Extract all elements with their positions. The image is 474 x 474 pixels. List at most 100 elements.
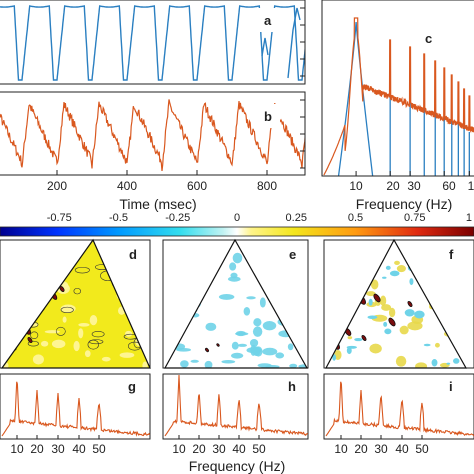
triE-blob <box>249 339 259 347</box>
triD-contour <box>55 326 66 336</box>
panel-b: b 200 400 600 800 Time (msec) <box>0 91 306 212</box>
panel-g-xtick-10: 10 <box>10 442 24 456</box>
triE-peak-spot <box>216 343 220 347</box>
panel-c-ticks <box>355 171 470 176</box>
triF-blob <box>347 336 353 340</box>
triD-blob <box>136 269 150 281</box>
colorbar-label: 0 <box>234 212 240 224</box>
triF-blob <box>456 263 464 272</box>
triF-blob <box>432 257 449 266</box>
triF-blob <box>326 354 331 365</box>
specI-line <box>325 381 474 437</box>
triD-blob <box>89 315 98 326</box>
triF-cyan-blob <box>404 309 415 317</box>
triF-cyan-blob <box>332 354 337 361</box>
triF-blob <box>432 280 446 290</box>
triF-cyan-blob <box>424 264 431 269</box>
panel-i-series <box>325 381 474 439</box>
panel-f-triangle <box>325 238 468 369</box>
triE-blob <box>286 262 296 272</box>
triF-cyan-blob <box>423 343 431 347</box>
triD-blob <box>126 269 134 274</box>
triE-blob <box>237 343 248 347</box>
triF-cyan-blob <box>346 346 352 355</box>
triF-cyan-blob <box>456 322 466 328</box>
panel-h-frame <box>162 373 309 440</box>
panel-a-letter-bg <box>258 8 280 32</box>
panel-h-xtick-50: 50 <box>252 442 266 456</box>
triF-peak-spot <box>361 334 367 342</box>
triE-blob <box>262 321 277 331</box>
triD-blob <box>78 328 84 339</box>
triF-cyan-blob <box>361 270 370 274</box>
triD-contour <box>91 331 105 338</box>
triE-blob <box>235 330 246 337</box>
triF-blob <box>437 248 444 253</box>
triE-blob <box>204 360 213 368</box>
triF-cyan-blob <box>354 337 363 342</box>
triF-cyan-blob <box>385 265 391 270</box>
triE-blob <box>258 271 274 282</box>
triF-cyan-blob <box>422 274 432 282</box>
triE-blob <box>285 270 292 282</box>
panel-h-xtick-40: 40 <box>232 442 246 456</box>
panel-c-letter: c <box>425 31 432 46</box>
triF-blob <box>396 265 406 273</box>
triD-blob <box>73 340 80 352</box>
colorbar-gradient <box>0 226 474 237</box>
triF-blob <box>438 280 450 289</box>
triE-blob <box>176 347 192 352</box>
triD-blob <box>132 264 141 268</box>
triE-peak-spot <box>205 347 209 353</box>
panel-f: f <box>323 238 474 369</box>
triF-blob <box>360 278 370 289</box>
triF-blob <box>456 299 464 310</box>
panel-i-xtick-10: 10 <box>334 442 348 456</box>
triD-contour <box>38 283 52 290</box>
triF-blob <box>326 345 329 349</box>
panel-b-xtick-600: 600 <box>187 179 207 193</box>
panel-h-xtick-20: 20 <box>192 442 206 456</box>
triF-blob <box>369 343 382 354</box>
triD-blob <box>129 300 138 308</box>
triF-blob <box>334 349 342 361</box>
triF-peak-spot <box>388 317 396 327</box>
specG-line <box>1 381 151 437</box>
triE-blob <box>274 267 283 275</box>
triE-blob <box>232 252 243 264</box>
triE-blob <box>261 275 273 285</box>
triF-cyan-blob <box>446 362 451 365</box>
colorbar-label: -0.75 <box>47 212 72 224</box>
triD-contour <box>25 288 35 295</box>
triF-blob <box>329 260 338 266</box>
triF-blob <box>459 332 465 338</box>
triD-blob <box>56 251 68 256</box>
triD-blob <box>26 245 43 256</box>
triF-cyan-blob <box>389 270 400 277</box>
panel-c-xtick-20: 20 <box>386 179 400 193</box>
panel-b-ticks <box>56 99 305 175</box>
bottom-xlabel: Frequency (Hz) <box>189 458 285 474</box>
panel-c-xlabel: Frequency (Hz) <box>356 196 452 212</box>
triD-blob <box>51 339 66 349</box>
triF-cyan-blob <box>428 287 434 293</box>
panel-h-xtick-30: 30 <box>212 442 226 456</box>
colorbar: -0.75 -0.5 -0.25 0 0.25 0.5 0.75 1 <box>0 212 474 237</box>
panel-a-line-tail <box>287 7 301 79</box>
triE-blob <box>277 290 286 301</box>
triF-cyan-blob <box>430 254 437 261</box>
panel-a: a <box>0 0 306 85</box>
panel-g-xtick-20: 20 <box>30 442 44 456</box>
triD-blob <box>35 284 45 292</box>
triF-cyan-blob <box>346 345 358 349</box>
panel-e-triangle <box>163 238 309 369</box>
panel-i: i 10 20 30 40 50 <box>323 373 474 456</box>
triE-blob <box>252 346 261 356</box>
panel-g-frame <box>0 373 151 440</box>
triF-blob <box>366 291 376 297</box>
panel-b-letter: b <box>264 109 272 124</box>
panel-f-letter: f <box>449 247 454 262</box>
triF-cyan-blob <box>367 315 378 319</box>
triD-blob <box>101 356 111 362</box>
triE-blob <box>218 293 235 300</box>
